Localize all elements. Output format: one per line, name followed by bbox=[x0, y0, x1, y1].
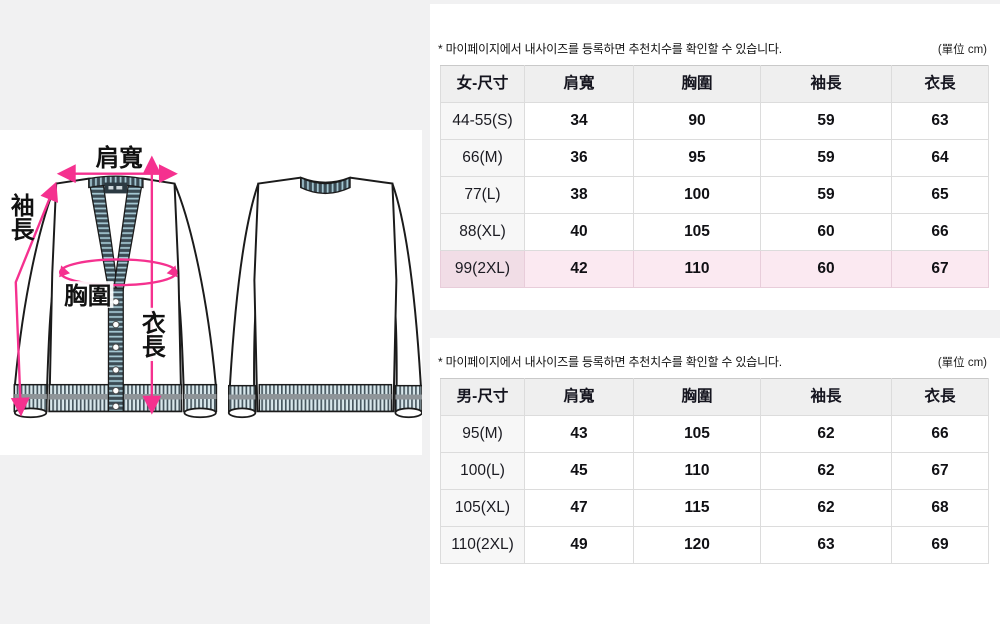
table-row: 110(2XL) 49 120 63 69 bbox=[440, 526, 989, 564]
value-cell: 62 bbox=[760, 415, 892, 453]
value-cell: 59 bbox=[760, 176, 892, 214]
table-row: 95(M) 43 105 62 66 bbox=[440, 415, 989, 453]
table-row: 77(L) 38 100 59 65 bbox=[440, 176, 989, 214]
value-cell: 66 bbox=[891, 213, 989, 251]
value-cell: 67 bbox=[891, 250, 989, 288]
value-cell: 40 bbox=[524, 213, 634, 251]
table-row: 105(XL) 47 115 62 68 bbox=[440, 489, 989, 527]
size-cell: 66(M) bbox=[440, 139, 525, 177]
value-cell: 38 bbox=[524, 176, 634, 214]
value-cell: 110 bbox=[633, 250, 761, 288]
table-row: 88(XL) 40 105 60 66 bbox=[440, 213, 989, 251]
value-cell: 60 bbox=[760, 213, 892, 251]
size-cell: 44-55(S) bbox=[440, 102, 525, 140]
garment-length-label: 衣長 bbox=[138, 310, 166, 360]
size-cell: 110(2XL) bbox=[440, 526, 525, 564]
buttons bbox=[112, 298, 120, 410]
unit-label: (單位 cm) bbox=[937, 44, 987, 56]
sleeve-length-label: 袖長 bbox=[7, 192, 35, 242]
cardigan-back-view bbox=[227, 176, 422, 419]
value-cell: 45 bbox=[524, 452, 634, 490]
value-cell: 63 bbox=[760, 526, 892, 564]
value-cell: 115 bbox=[633, 489, 761, 527]
value-cell: 110 bbox=[633, 452, 761, 490]
table-row-highlighted: 99(2XL) 42 110 60 67 bbox=[440, 250, 989, 288]
value-cell: 64 bbox=[891, 139, 989, 177]
size-cell: 95(M) bbox=[440, 415, 525, 453]
value-cell: 43 bbox=[524, 415, 634, 453]
value-cell: 100 bbox=[633, 176, 761, 214]
value-cell: 62 bbox=[760, 452, 892, 490]
size-cell: 100(L) bbox=[440, 452, 525, 490]
value-cell: 69 bbox=[891, 526, 989, 564]
women-size-panel: * 마이페이지에서 내사이즈를 등록하면 추천치수를 확인할 수 있습니다. (… bbox=[430, 4, 1000, 310]
table-header-row: 男-尺寸 肩寬 胸圍 袖長 衣長 bbox=[440, 378, 989, 416]
size-guide-note: * 마이페이지에서 내사이즈를 등록하면 추천치수를 확인할 수 있습니다. bbox=[438, 355, 782, 369]
table-row: 44-55(S) 34 90 59 63 bbox=[440, 102, 989, 140]
table-row: 66(M) 36 95 59 64 bbox=[440, 139, 989, 177]
unit-label: (單位 cm) bbox=[937, 357, 987, 369]
value-cell: 60 bbox=[760, 250, 892, 288]
chest-girth-label: 胸圍 bbox=[64, 282, 111, 310]
men-size-table: 男-尺寸 肩寬 胸圍 袖長 衣長 95(M) 43 105 62 66 100(… bbox=[440, 378, 989, 564]
col-header-sleeve: 袖長 bbox=[760, 65, 892, 103]
col-header-sleeve: 袖長 bbox=[760, 378, 892, 416]
value-cell: 59 bbox=[760, 102, 892, 140]
value-cell: 105 bbox=[633, 213, 761, 251]
size-diagram-panel: 肩寬 袖長 胸圍 衣長 bbox=[0, 130, 422, 455]
table-header-row: 女-尺寸 肩寬 胸圍 袖長 衣長 bbox=[440, 65, 989, 103]
value-cell: 42 bbox=[524, 250, 634, 288]
garment-diagram: 肩寬 袖長 胸圍 衣長 bbox=[7, 144, 422, 419]
value-cell: 34 bbox=[524, 102, 634, 140]
size-cell: 77(L) bbox=[440, 176, 525, 214]
value-cell: 65 bbox=[891, 176, 989, 214]
size-cell: 88(XL) bbox=[440, 213, 525, 251]
value-cell: 36 bbox=[524, 139, 634, 177]
shoulder-width-label: 肩寬 bbox=[96, 144, 144, 172]
value-cell: 66 bbox=[891, 415, 989, 453]
value-cell: 63 bbox=[891, 102, 989, 140]
value-cell: 120 bbox=[633, 526, 761, 564]
col-header-chest: 胸圍 bbox=[633, 65, 761, 103]
col-header-shoulder: 肩寬 bbox=[524, 65, 634, 103]
value-cell: 47 bbox=[524, 489, 634, 527]
col-header-shoulder: 肩寬 bbox=[524, 378, 634, 416]
value-cell: 90 bbox=[633, 102, 761, 140]
col-header-size: 男-尺寸 bbox=[440, 378, 525, 416]
value-cell: 105 bbox=[633, 415, 761, 453]
value-cell: 68 bbox=[891, 489, 989, 527]
measurement-annotations bbox=[10, 155, 178, 417]
value-cell: 67 bbox=[891, 452, 989, 490]
men-size-panel: * 마이페이지에서 내사이즈를 등록하면 추천치수를 확인할 수 있습니다. (… bbox=[430, 338, 1000, 624]
col-header-chest: 胸圍 bbox=[633, 378, 761, 416]
col-header-length: 衣長 bbox=[891, 65, 989, 103]
women-size-table: 女-尺寸 肩寬 胸圍 袖長 衣長 44-55(S) 34 90 59 63 66… bbox=[440, 65, 989, 288]
col-header-length: 衣長 bbox=[891, 378, 989, 416]
size-cell: 99(2XL) bbox=[440, 250, 525, 288]
sleeve-length-line bbox=[10, 181, 59, 417]
size-cell: 105(XL) bbox=[440, 489, 525, 527]
size-guide-note: * 마이페이지에서 내사이즈를 등록하면 추천치수를 확인할 수 있습니다. bbox=[438, 42, 782, 56]
value-cell: 95 bbox=[633, 139, 761, 177]
value-cell: 49 bbox=[524, 526, 634, 564]
value-cell: 62 bbox=[760, 489, 892, 527]
col-header-size: 女-尺寸 bbox=[440, 65, 525, 103]
table-row: 100(L) 45 110 62 67 bbox=[440, 452, 989, 490]
collar-label-tag bbox=[104, 182, 128, 194]
value-cell: 59 bbox=[760, 139, 892, 177]
